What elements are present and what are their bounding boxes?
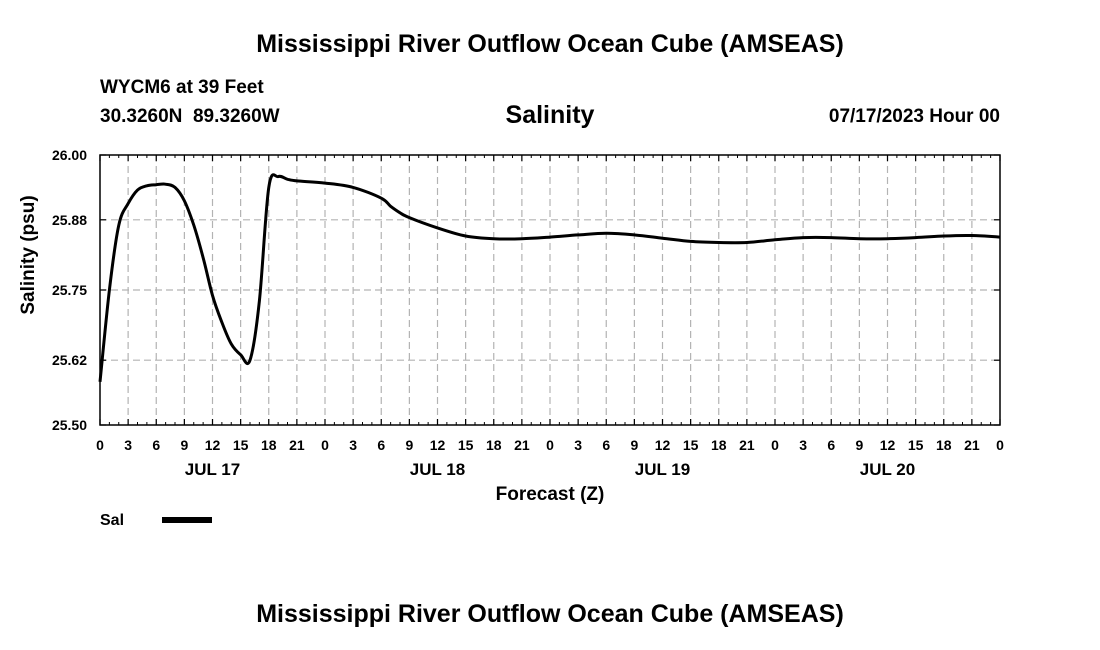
x-tick-label: 15 bbox=[683, 437, 699, 453]
y-axis-label: Salinity (psu) bbox=[18, 195, 39, 314]
x-tick-label: 15 bbox=[908, 437, 924, 453]
y-tick-label: 25.75 bbox=[52, 282, 87, 298]
x-tick-label: 6 bbox=[377, 437, 385, 453]
legend-label-sal: Sal bbox=[100, 512, 124, 529]
x-tick-label: 6 bbox=[827, 437, 835, 453]
x-tick-label: 12 bbox=[205, 437, 221, 453]
day-label: JUL 18 bbox=[410, 460, 465, 479]
legend: Sal bbox=[100, 512, 212, 529]
x-tick-label: 21 bbox=[289, 437, 305, 453]
y-tick-label: 25.88 bbox=[52, 212, 87, 228]
x-tick-label: 9 bbox=[405, 437, 413, 453]
grid-lines bbox=[100, 155, 1000, 425]
x-tick-label: 12 bbox=[880, 437, 896, 453]
x-tick-label: 21 bbox=[739, 437, 755, 453]
series-line-sal bbox=[98, 173, 1001, 382]
x-tick-label: 0 bbox=[321, 437, 329, 453]
x-axis-label: Forecast (Z) bbox=[496, 484, 605, 505]
x-tick-label: 3 bbox=[349, 437, 357, 453]
plot-frame bbox=[99, 154, 1001, 426]
x-tick-label: 15 bbox=[233, 437, 249, 453]
x-tick-label: 18 bbox=[486, 437, 502, 453]
x-tick-label: 0 bbox=[771, 437, 779, 453]
forecast-date: 07/17/2023 Hour 00 bbox=[828, 106, 1000, 127]
coordinates-label: 30.3260N 89.3260W bbox=[100, 106, 280, 127]
x-tick-label: 18 bbox=[261, 437, 277, 453]
tick-labels: 0 3 6 9 12 15 18 21 0 3 6 9 12 15 18 21 0 3 6 9 12 15 18 21 0 3 6 9… bbox=[52, 147, 1004, 479]
x-tick-label: 0 bbox=[96, 437, 104, 453]
x-tick-label: 18 bbox=[936, 437, 952, 453]
x-tick-label: 0 bbox=[546, 437, 554, 453]
x-tick-label: 3 bbox=[124, 437, 132, 453]
x-tick-label: 9 bbox=[855, 437, 863, 453]
series-layer bbox=[98, 173, 1001, 382]
x-tick-label: 0 bbox=[996, 437, 1004, 453]
footer-title: Mississippi River Outflow Ocean Cube (AM… bbox=[256, 600, 844, 628]
x-tick-label: 18 bbox=[711, 437, 727, 453]
y-tick-label: 26.00 bbox=[52, 147, 87, 163]
x-tick-label: 21 bbox=[964, 437, 980, 453]
y-tick-label: 25.50 bbox=[52, 417, 87, 433]
x-tick-label: 6 bbox=[152, 437, 160, 453]
chart-subtitle: Salinity bbox=[505, 101, 595, 129]
x-tick-label: 9 bbox=[630, 437, 638, 453]
day-label: JUL 17 bbox=[185, 460, 240, 479]
x-tick-label: 15 bbox=[458, 437, 474, 453]
x-tick-label: 12 bbox=[430, 437, 446, 453]
x-tick-label: 12 bbox=[655, 437, 671, 453]
x-tick-label: 3 bbox=[574, 437, 582, 453]
day-label: JUL 19 bbox=[635, 460, 690, 479]
x-tick-label: 21 bbox=[514, 437, 530, 453]
x-tick-label: 6 bbox=[602, 437, 610, 453]
day-label: JUL 20 bbox=[860, 460, 915, 479]
x-tick-label: 3 bbox=[799, 437, 807, 453]
y-tick-label: 25.62 bbox=[52, 352, 87, 368]
x-tick-label: 9 bbox=[180, 437, 188, 453]
page-title: Mississippi River Outflow Ocean Cube (AM… bbox=[256, 30, 844, 58]
station-label: WYCM6 at 39 Feet bbox=[100, 77, 264, 98]
